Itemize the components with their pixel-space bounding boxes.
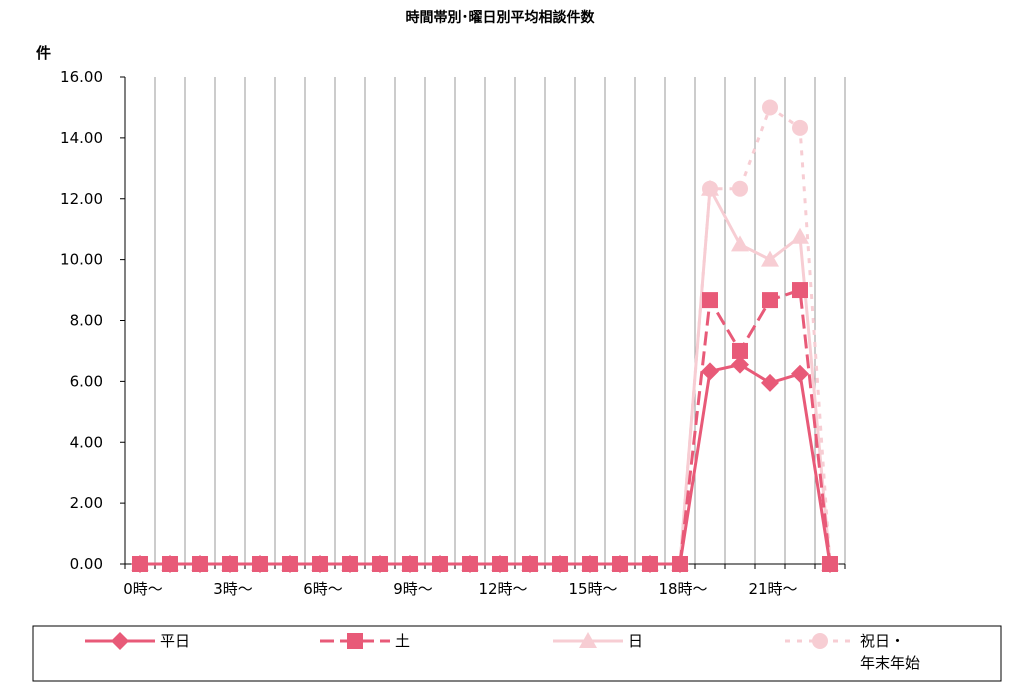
legend: 平日 土 日 祝日・年末年始 (32, 625, 1002, 682)
data-point (731, 235, 749, 252)
x-tick-label: 18時～ (658, 580, 707, 598)
data-point (761, 373, 779, 392)
legend-item: 平日 (85, 632, 190, 650)
data-point (341, 555, 359, 573)
x-tick-label: 12時～ (478, 580, 527, 598)
y-axis-unit-label: 件 (36, 44, 51, 62)
data-point (161, 555, 179, 573)
x-tick-label: 3時～ (213, 580, 253, 598)
y-tick-label: 0.00 (70, 555, 103, 573)
data-point (792, 282, 808, 299)
y-tick-label: 4.00 (70, 433, 103, 451)
data-point (701, 362, 719, 381)
data-point (251, 555, 269, 573)
data-point (671, 555, 689, 573)
x-tick-label: 21時～ (748, 580, 797, 598)
data-point (281, 555, 299, 573)
legend-swatch-marker (579, 632, 597, 648)
data-point (491, 555, 509, 573)
x-tick-label: 15時～ (568, 580, 617, 598)
legend-label: 祝日・年末年始 (860, 632, 920, 672)
y-tick-label: 6.00 (70, 372, 103, 390)
data-point (191, 555, 209, 573)
legend-swatch-marker (111, 632, 129, 650)
x-tick-labels: 0時～ 3時～ 6時～ 9時～ 12時～ 15時～ 18時～ 21時～ (123, 580, 797, 598)
data-point (401, 555, 419, 573)
data-point (641, 555, 659, 573)
y-tick-label: 10.00 (60, 251, 103, 269)
data-point (551, 555, 569, 573)
x-tick-label: 9時～ (393, 580, 433, 598)
legend-item: 日 (553, 632, 643, 650)
x-tick-label: 6時～ (303, 580, 343, 598)
data-point (792, 119, 808, 136)
data-point (431, 555, 449, 573)
y-tick-label: 8.00 (70, 312, 103, 330)
data-point (371, 555, 389, 573)
y-tick-label: 14.00 (60, 129, 103, 147)
data-point (732, 180, 748, 197)
data-point (702, 292, 718, 309)
legend-swatch-marker (347, 633, 363, 649)
legend-item: 土 (320, 632, 410, 650)
data-point (821, 555, 839, 573)
chart-title: 時間帯別･曜日別平均相談件数 (406, 9, 596, 26)
legend-box (32, 625, 1002, 682)
data-point (521, 555, 539, 573)
data-point (311, 555, 329, 573)
y-tick-label: 2.00 (70, 494, 103, 512)
legend-item: 祝日・年末年始 (785, 632, 920, 672)
data-point (701, 179, 719, 196)
data-point (761, 250, 779, 267)
data-point (731, 355, 749, 374)
data-point (732, 342, 748, 359)
axes (120, 76, 846, 569)
legend-swatch-marker (812, 633, 828, 649)
series-group (131, 99, 839, 573)
data-point (791, 227, 809, 244)
x-tick-label: 0時～ (123, 580, 163, 598)
data-point (461, 555, 479, 573)
data-point (131, 555, 149, 573)
data-point (791, 364, 809, 383)
data-point (611, 555, 629, 573)
legend-label: 日 (628, 632, 643, 650)
legend-label: 土 (395, 632, 410, 650)
data-point (762, 292, 778, 309)
y-tick-label: 12.00 (60, 190, 103, 208)
data-point (762, 99, 778, 116)
series-1 (131, 355, 839, 573)
y-tick-labels: 0.00 2.00 4.00 6.00 8.00 10.00 12.00 14.00 16.00 (60, 68, 103, 573)
y-tick-label: 16.00 (60, 68, 103, 86)
vertical-gridlines (154, 77, 846, 564)
data-point (221, 555, 239, 573)
legend-label: 平日 (160, 632, 190, 650)
data-point (581, 555, 599, 573)
